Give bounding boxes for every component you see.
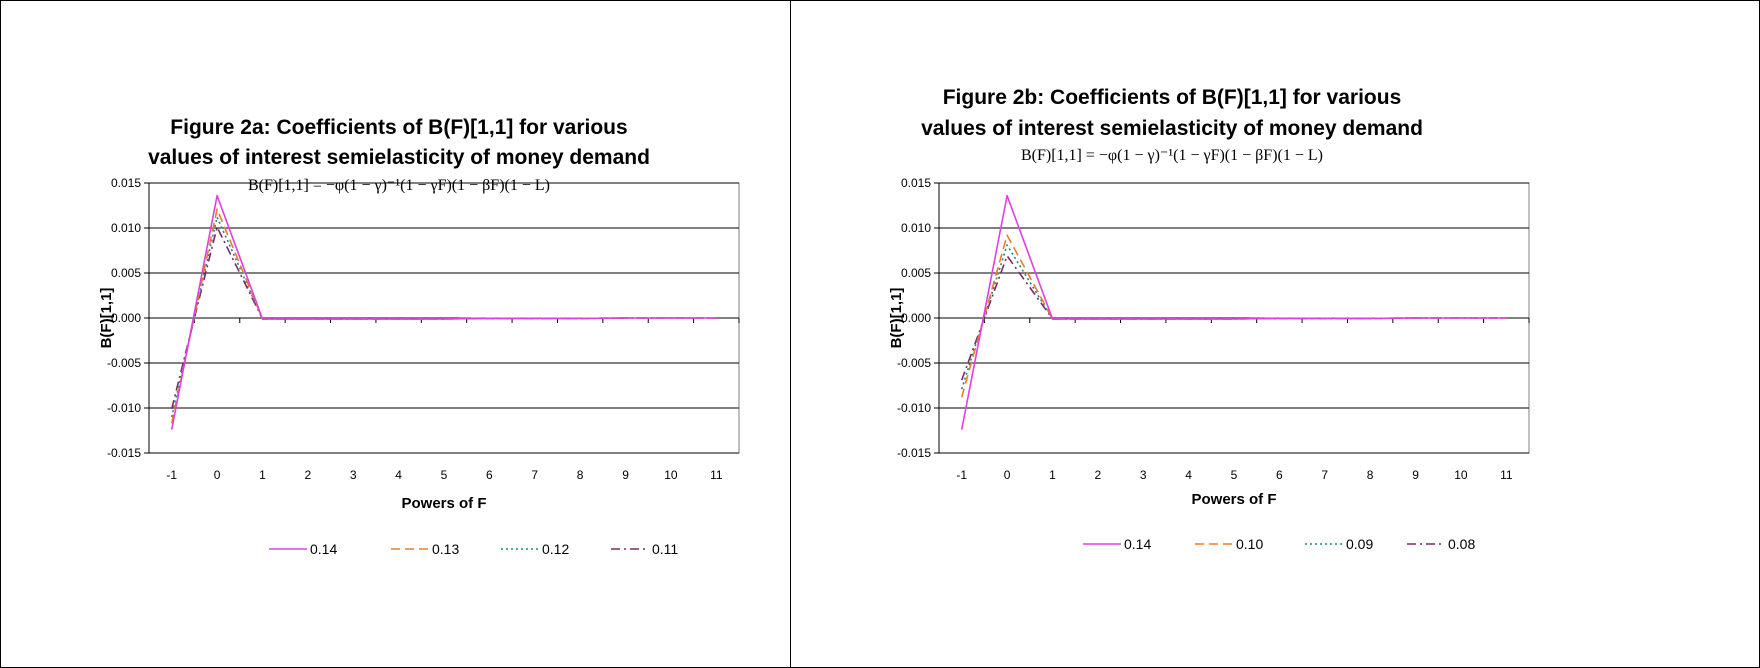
- y-tick-label: 0.005: [901, 266, 931, 280]
- series-line-0-09: [960, 244, 1507, 390]
- chart-formula: B(F)[1,1] = −φ(1 − γ)⁻¹(1 − γF)(1 − βF)(…: [248, 177, 550, 194]
- x-tick-label: 1: [1049, 468, 1056, 482]
- x-tick-label: 5: [441, 468, 448, 482]
- x-tick-label: 2: [305, 468, 312, 482]
- legend-label: 0.14: [1124, 536, 1151, 552]
- y-axis-title: B(F)[1,1]: [98, 288, 115, 349]
- x-tick-label: 0: [1004, 468, 1011, 482]
- y-tick-label: 0.000: [901, 311, 931, 325]
- y-tick-label: -0.015: [107, 446, 141, 460]
- series-line-0-10: [960, 234, 1507, 398]
- figure-2a-cell: Figure 2a: Coefficients of B(F)[1,1] for…: [1, 1, 791, 667]
- x-tick-label: 3: [1140, 468, 1147, 482]
- legend-label: 0.09: [1346, 536, 1373, 552]
- x-tick-label: 4: [1185, 468, 1192, 482]
- series-line-0-14: [960, 194, 1507, 430]
- x-tick-label: -1: [166, 468, 177, 482]
- x-tick-label: -1: [956, 468, 967, 482]
- legend-label: 0.10: [1236, 536, 1263, 552]
- legend-label: 0.14: [310, 541, 337, 557]
- x-tick-label: 6: [486, 468, 493, 482]
- y-tick-label: 0.010: [901, 221, 931, 235]
- chart-title-line1: Figure 2b: Coefficients of B(F)[1,1] for…: [943, 86, 1402, 109]
- x-tick-label: 0: [214, 468, 221, 482]
- x-tick-label: 11: [710, 468, 723, 482]
- x-tick-label: 8: [577, 468, 584, 482]
- y-tick-label: -0.010: [107, 401, 141, 415]
- y-tick-label: 0.005: [111, 266, 141, 280]
- y-tick-label: 0.000: [111, 311, 141, 325]
- y-tick-label: -0.010: [897, 401, 931, 415]
- x-tick-label: 5: [1231, 468, 1238, 482]
- x-tick-label: 2: [1095, 468, 1102, 482]
- legend-label: 0.12: [542, 541, 569, 557]
- x-tick-label: 3: [350, 468, 357, 482]
- chart-formula: B(F)[1,1] = −φ(1 − γ)⁻¹(1 − γF)(1 − βF)(…: [1021, 147, 1323, 164]
- x-tick-label: 4: [395, 468, 402, 482]
- legend-label: 0.08: [1448, 536, 1475, 552]
- x-tick-label: 6: [1276, 468, 1283, 482]
- x-tick-label: 7: [1321, 468, 1328, 482]
- x-tick-label: 10: [1454, 468, 1468, 482]
- y-axis-title: B(F)[1,1]: [888, 288, 905, 349]
- chart-title-line2: values of interest semielasticity of mon…: [921, 117, 1423, 140]
- legend-label: 0.11: [652, 541, 678, 557]
- x-axis-title: Powers of F: [401, 495, 486, 512]
- y-tick-label: -0.015: [897, 446, 931, 460]
- y-tick-label: 0.015: [111, 176, 141, 190]
- x-tick-label: 7: [531, 468, 538, 482]
- x-tick-label: 11: [1500, 468, 1513, 482]
- series-line-0-12: [170, 216, 717, 418]
- x-tick-label: 1: [259, 468, 266, 482]
- x-tick-label: 9: [622, 468, 629, 482]
- x-tick-label: 10: [664, 468, 678, 482]
- y-tick-label: 0.015: [901, 176, 931, 190]
- x-axis-title: Powers of F: [1191, 491, 1276, 508]
- legend-label: 0.13: [432, 541, 459, 557]
- y-tick-label: 0.010: [111, 221, 141, 235]
- chart-title-line1: Figure 2a: Coefficients of B(F)[1,1] for…: [170, 116, 627, 139]
- figure-2b-chart: Figure 2b: Coefficients of B(F)[1,1] for…: [888, 86, 1530, 552]
- y-tick-label: -0.005: [897, 356, 931, 370]
- series-line-0-13: [170, 208, 717, 424]
- x-tick-label: 9: [1412, 468, 1419, 482]
- series-line-0-14: [170, 194, 717, 430]
- figure-2b-cell: Figure 2b: Coefficients of B(F)[1,1] for…: [791, 1, 1759, 667]
- x-tick-label: 8: [1367, 468, 1374, 482]
- chart-title-line2: values of interest semielasticity of mon…: [148, 146, 650, 169]
- figure-2a-chart: Figure 2a: Coefficients of B(F)[1,1] for…: [98, 116, 740, 557]
- y-tick-label: -0.005: [107, 356, 141, 370]
